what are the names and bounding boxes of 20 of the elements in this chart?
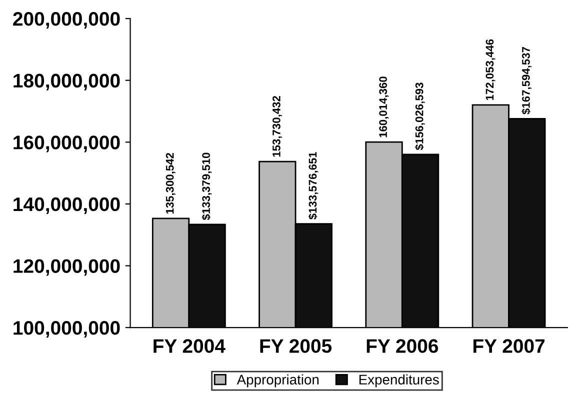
legend-label: Appropriation bbox=[236, 374, 319, 388]
y-tick-label: 140,000,000 bbox=[14, 197, 120, 214]
data-label: 172,053,446 bbox=[486, 39, 496, 100]
y-tick-label: 100,000,000 bbox=[14, 321, 120, 338]
legend-label: Expenditures bbox=[359, 374, 439, 388]
x-tick-label: FY 2006 bbox=[366, 339, 438, 353]
x-tick-label: FY 2007 bbox=[474, 339, 545, 353]
data-label: 160,014,360 bbox=[379, 76, 389, 138]
data-label: $156,026,593 bbox=[414, 82, 425, 150]
y-tick-label: 160,000,000 bbox=[14, 136, 120, 152]
data-label: 135,300,542 bbox=[166, 152, 176, 214]
data-label: $133,576,651 bbox=[308, 152, 318, 220]
x-tick-label: FY 2004 bbox=[154, 339, 226, 353]
data-label: $167,594,537 bbox=[522, 47, 532, 114]
y-tick-label: 200,000,000 bbox=[13, 12, 120, 29]
x-tick-label: FY 2005 bbox=[260, 339, 332, 353]
y-tick-label: 180,000,000 bbox=[14, 74, 120, 90]
y-tick-label: 120,000,000 bbox=[14, 259, 120, 276]
data-label: 153,730,432 bbox=[272, 96, 282, 157]
data-label: $133,379,510 bbox=[202, 152, 212, 220]
